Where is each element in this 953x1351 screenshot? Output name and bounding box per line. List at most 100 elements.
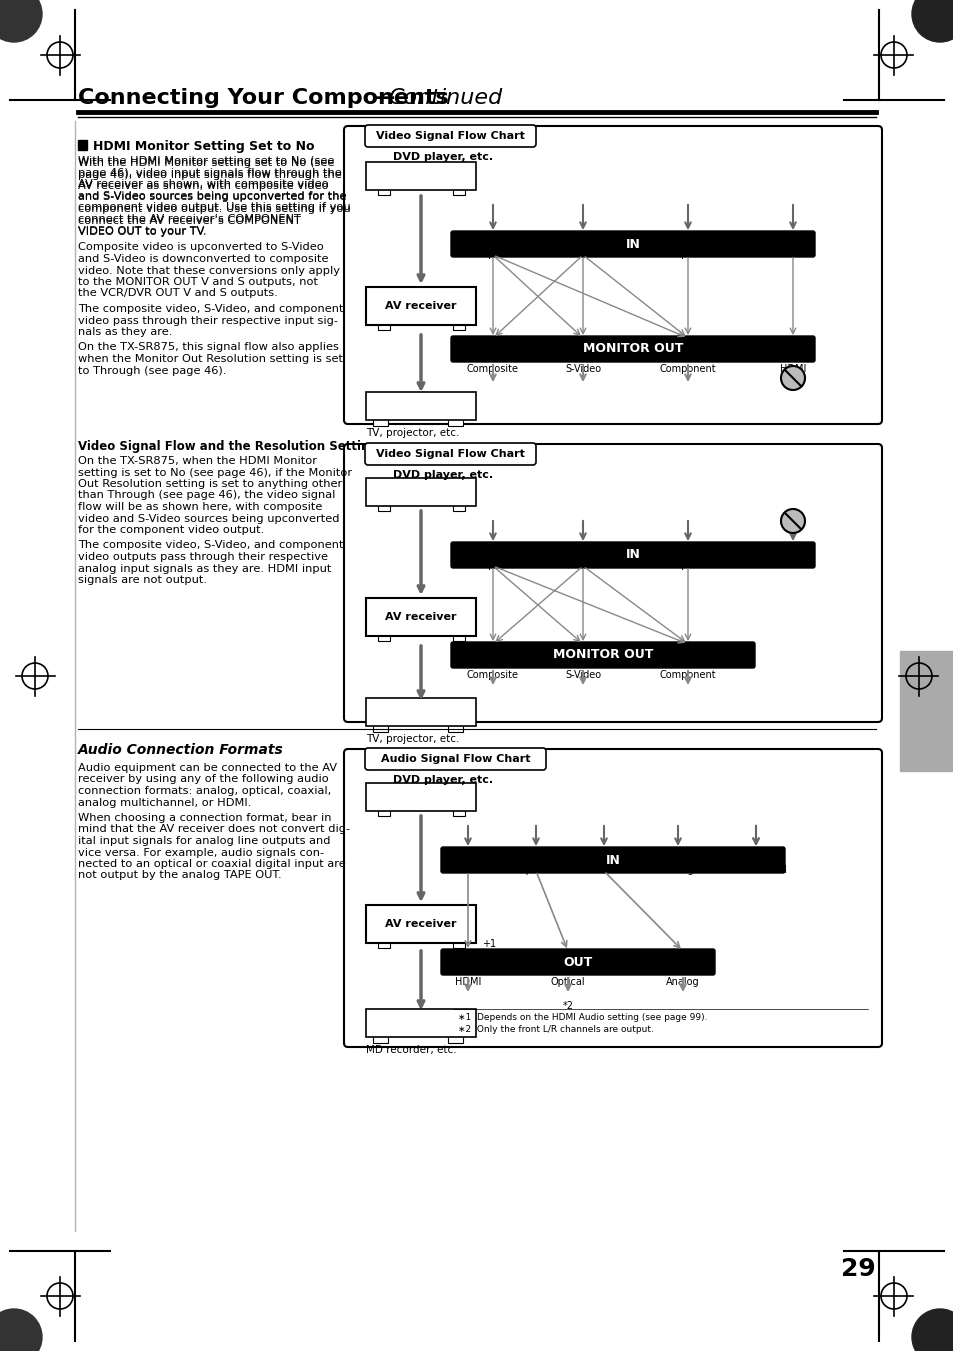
Circle shape (911, 0, 953, 42)
Text: HDMI: HDMI (779, 249, 805, 259)
Text: Component: Component (659, 670, 716, 680)
FancyBboxPatch shape (344, 126, 882, 424)
Text: IN: IN (605, 854, 619, 866)
Circle shape (0, 0, 42, 42)
Text: ∗1  Depends on the HDMI Audio setting (see page 99).: ∗1 Depends on the HDMI Audio setting (se… (457, 1013, 707, 1021)
Text: receiver by using any of the following audio: receiver by using any of the following a… (78, 774, 329, 785)
Text: Component: Component (659, 363, 716, 374)
Text: S-Video: S-Video (564, 670, 600, 680)
Text: vice versa. For example, audio signals con-: vice versa. For example, audio signals c… (78, 847, 324, 858)
Text: AV receiver as shown, with composite video: AV receiver as shown, with composite vid… (78, 181, 328, 190)
Text: Composite: Composite (467, 670, 518, 680)
Text: AV receiver: AV receiver (385, 612, 456, 621)
Text: S-Video: S-Video (564, 363, 600, 374)
Text: +1: +1 (481, 939, 496, 948)
Text: IN: IN (625, 549, 639, 562)
Bar (78, 141, 87, 150)
Text: HDMI: HDMI (779, 561, 805, 570)
Text: DVD player, etc.: DVD player, etc. (393, 470, 493, 480)
FancyBboxPatch shape (451, 542, 814, 567)
Text: Composite: Composite (467, 249, 518, 259)
Bar (377, 942, 390, 948)
Text: DVD player, etc.: DVD player, etc. (393, 775, 493, 785)
Bar (453, 189, 464, 195)
Text: Coaxial: Coaxial (585, 865, 621, 875)
Bar (366, 784, 476, 811)
Text: On the TX-SR875, this signal flow also applies: On the TX-SR875, this signal flow also a… (78, 343, 338, 353)
Bar (366, 478, 476, 507)
Text: HDMI Monitor Setting Set to No: HDMI Monitor Setting Set to No (92, 141, 314, 153)
Bar (366, 698, 476, 725)
Bar (377, 635, 390, 640)
Circle shape (911, 1309, 953, 1351)
Bar (366, 1009, 476, 1038)
Bar (453, 324, 464, 330)
Text: The composite video, S-Video, and component: The composite video, S-Video, and compon… (78, 540, 343, 550)
Text: VIDEO OUT to your TV.: VIDEO OUT to your TV. (78, 227, 206, 236)
Text: video outputs pass through their respective: video outputs pass through their respect… (78, 553, 328, 562)
Text: With the HDMI Monitor setting set to No (see
page 46), video input signals flow : With the HDMI Monitor setting set to No … (78, 155, 351, 235)
Text: and S-Video is downconverted to composite: and S-Video is downconverted to composit… (78, 254, 328, 263)
Text: Composite video is upconverted to S-Video: Composite video is upconverted to S-Vide… (78, 242, 323, 253)
Bar (899, 651, 953, 771)
Text: analog input signals as they are. HDMI input: analog input signals as they are. HDMI i… (78, 563, 331, 574)
Bar (448, 724, 462, 732)
FancyBboxPatch shape (365, 126, 536, 147)
Text: —: — (373, 88, 395, 108)
Text: With the HDMI Monitor setting set to No (see: With the HDMI Monitor setting set to No … (78, 158, 334, 168)
Text: HDMI: HDMI (455, 977, 480, 988)
Text: video and S-Video sources being upconverted: video and S-Video sources being upconver… (78, 513, 339, 523)
Bar (453, 811, 464, 816)
Text: nals as they are.: nals as they are. (78, 327, 172, 336)
Bar (377, 324, 390, 330)
Text: Component: Component (659, 249, 716, 259)
Text: when the Monitor Out Resolution setting is set: when the Monitor Out Resolution setting … (78, 354, 343, 363)
Text: TV, projector, etc.: TV, projector, etc. (366, 734, 459, 744)
Text: Multichannel: Multichannel (723, 865, 786, 875)
Bar (366, 598, 476, 636)
Bar (373, 724, 388, 732)
Text: setting is set to No (see page 46), if the Monitor: setting is set to No (see page 46), if t… (78, 467, 352, 477)
FancyBboxPatch shape (451, 231, 814, 257)
Bar (377, 811, 390, 816)
Text: TV, projector, etc.: TV, projector, etc. (366, 428, 459, 438)
Text: connect the AV receiver’s COMPONENT: connect the AV receiver’s COMPONENT (78, 216, 300, 226)
Text: not output by the analog TAPE OUT.: not output by the analog TAPE OUT. (78, 870, 281, 881)
Text: Composite: Composite (467, 561, 518, 570)
Text: Analog: Analog (660, 865, 694, 875)
Text: and S-Video sources being upconverted for the: and S-Video sources being upconverted fo… (78, 192, 346, 203)
Text: page 46), video input signals flow through the: page 46), video input signals flow throu… (78, 169, 341, 180)
Text: ∗2  Only the front L/R channels are output.: ∗2 Only the front L/R channels are outpu… (457, 1025, 653, 1034)
Text: Video Signal Flow and the Resolution Setting: Video Signal Flow and the Resolution Set… (78, 440, 377, 453)
FancyBboxPatch shape (344, 748, 882, 1047)
Text: analog multichannel, or HDMI.: analog multichannel, or HDMI. (78, 797, 251, 808)
Bar (453, 505, 464, 511)
Text: component video output. Use this setting if you: component video output. Use this setting… (78, 204, 351, 213)
Bar (448, 417, 462, 426)
Text: HDMI: HDMI (779, 363, 805, 374)
Text: Audio Connection Formats: Audio Connection Formats (78, 743, 283, 757)
Text: MONITOR OUT: MONITOR OUT (552, 648, 653, 662)
Circle shape (781, 366, 804, 390)
Text: Analog: Analog (665, 977, 700, 988)
Text: Audio equipment can be connected to the AV: Audio equipment can be connected to the … (78, 763, 336, 773)
Text: AV receiver: AV receiver (385, 919, 456, 929)
Text: When choosing a connection format, bear in: When choosing a connection format, bear … (78, 813, 331, 823)
Text: video pass through their respective input sig-: video pass through their respective inpu… (78, 316, 337, 326)
Text: video. Note that these conversions only apply: video. Note that these conversions only … (78, 266, 339, 276)
Text: Optical: Optical (518, 865, 553, 875)
Text: to Through (see page 46).: to Through (see page 46). (78, 366, 226, 376)
Bar (366, 162, 476, 190)
FancyBboxPatch shape (451, 336, 814, 362)
Text: Video Signal Flow Chart: Video Signal Flow Chart (375, 131, 524, 141)
FancyBboxPatch shape (365, 748, 545, 770)
Text: Composite: Composite (467, 363, 518, 374)
Text: Optical: Optical (550, 977, 585, 988)
FancyBboxPatch shape (440, 948, 714, 975)
FancyBboxPatch shape (344, 444, 882, 721)
Bar (366, 392, 476, 420)
Text: IN: IN (625, 238, 639, 250)
Circle shape (0, 1309, 42, 1351)
Bar (448, 1035, 462, 1043)
Text: Out Resolution setting is set to anything other: Out Resolution setting is set to anythin… (78, 480, 342, 489)
